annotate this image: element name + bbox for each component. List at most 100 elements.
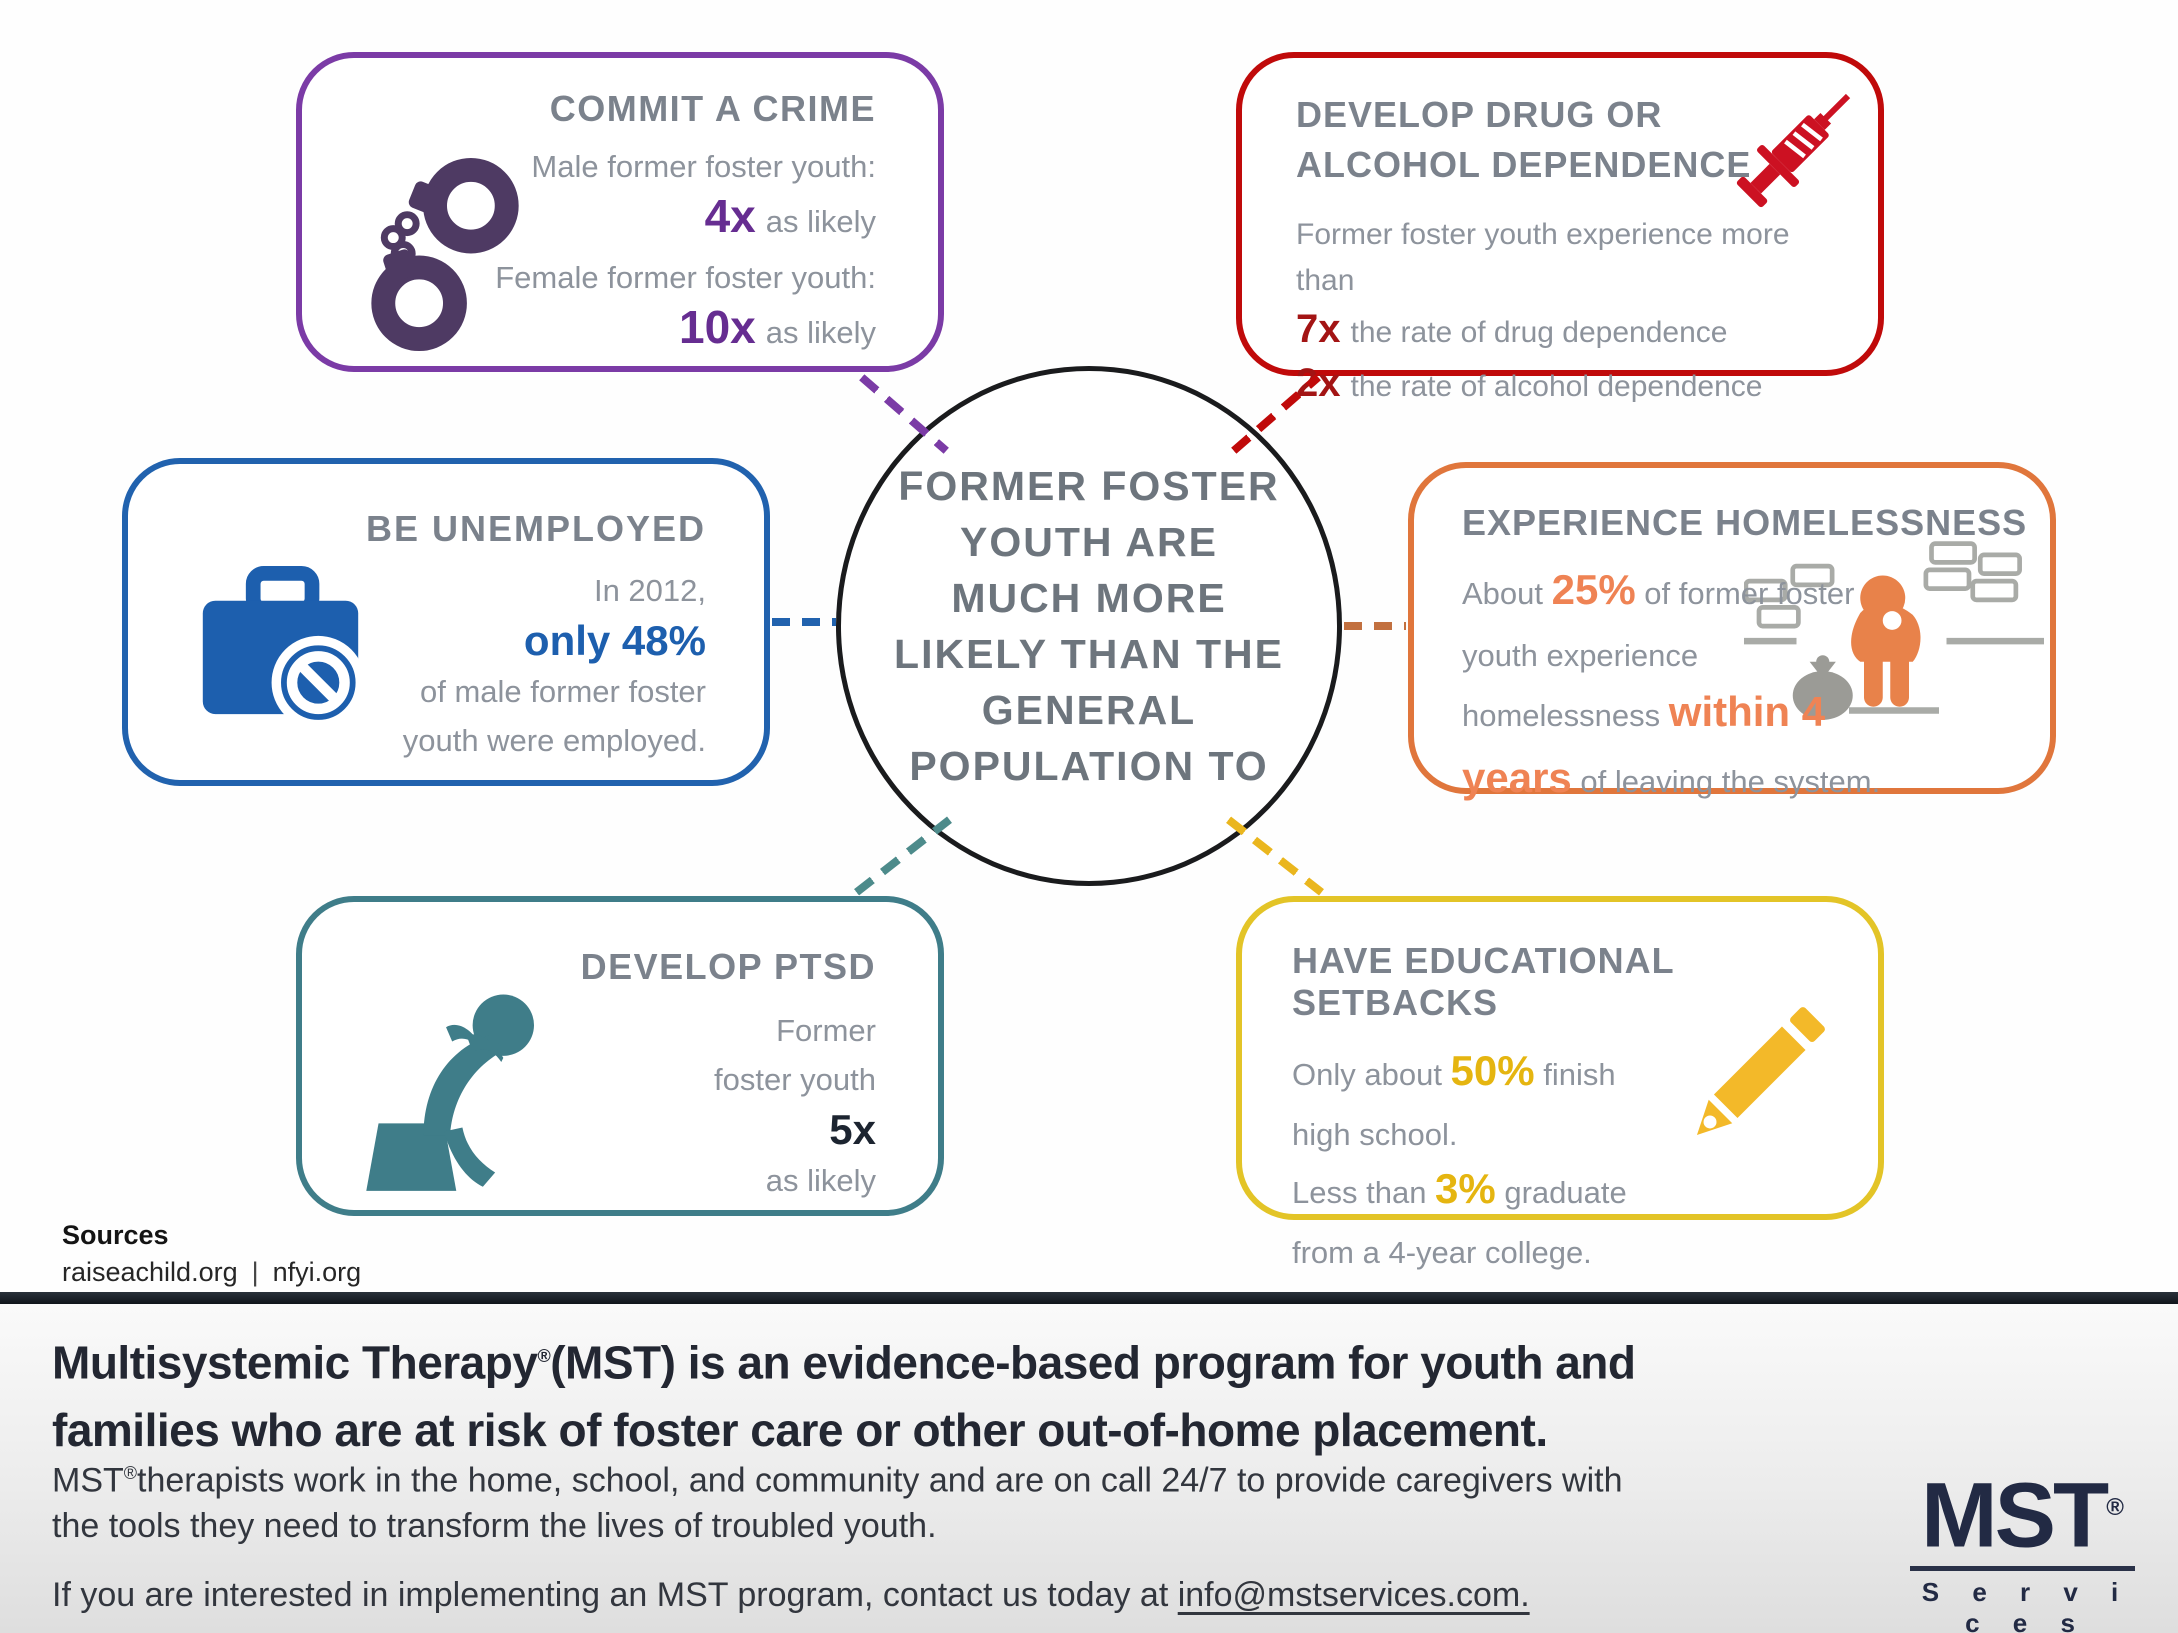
logo-mst-text: MST — [1921, 1464, 2109, 1567]
footer-headline-line2: families who are at risk of foster care … — [52, 1404, 1548, 1457]
drug-stat1: 7x — [1296, 307, 1341, 351]
person-head-in-hands-icon — [366, 994, 534, 1191]
unemployed-stat: only 48% — [523, 617, 706, 664]
education-seg1: Only about — [1292, 1057, 1451, 1092]
homeless-title: EXPERIENCE HOMELESSNESS — [1462, 502, 2028, 543]
drug-stat2-text: the rate of alcohol dependence — [1350, 370, 1763, 403]
drug-intro: Former foster youth experience more than — [1296, 218, 1790, 297]
education-seg3: Less than — [1292, 1175, 1436, 1210]
footer-divider-bar — [0, 1292, 2178, 1304]
center-line-5: GENERAL — [981, 687, 1197, 733]
homeless-seg4: of leaving the system. — [1571, 764, 1881, 799]
education-seg4: graduate — [1495, 1175, 1627, 1210]
drug-stat2: 2x — [1296, 361, 1341, 405]
education-stat-50: 50% — [1450, 1047, 1535, 1094]
center-line-1: FORMER FOSTER — [898, 463, 1280, 509]
connector-drug — [1231, 374, 1321, 454]
homelessness-card: EXPERIENCE HOMELESSNESS About 25% of for… — [1408, 462, 2056, 801]
ptsd-card: DEVELOP PTSD Former foster youth 5x as l… — [296, 896, 944, 1216]
education-stat-3: 3% — [1435, 1165, 1496, 1212]
unemployed-line2: of male former foster — [420, 674, 706, 709]
registered-mark-small: ® — [123, 1463, 138, 1483]
logo-rule — [1910, 1565, 2135, 1571]
crime-stat-female-line: 10x as likely — [406, 302, 876, 364]
footer-headline-line1: Multisystemic Therapy®(MST) is an eviden… — [52, 1322, 1636, 1396]
handcuffs-icon — [371, 157, 519, 352]
connector-unemployed — [772, 618, 836, 626]
ptsd-title: DEVELOP PTSD — [580, 946, 876, 987]
crime-stat-male: 4x — [704, 190, 756, 242]
ptsd-stat: 5x — [829, 1106, 876, 1153]
syringe-icon — [1736, 93, 1851, 208]
center-line-2: YOUTH ARE — [960, 519, 1218, 565]
footer-panel: Multisystemic Therapy®(MST) is an eviden… — [0, 1304, 2178, 1633]
drug-stat1-text: the rate of drug dependence — [1350, 316, 1728, 349]
sources-label: Sources — [62, 1220, 169, 1250]
drug-stat-line2: 2x the rate of alcohol dependence — [1296, 358, 1856, 412]
homeless-seg3: homelessness — [1462, 698, 1669, 733]
footer-body-line1: MST®therapists work in the home, school,… — [52, 1450, 1622, 1503]
body-rest: therapists work in the home, school, and… — [137, 1461, 1623, 1500]
center-statement-ellipse: FORMER FOSTER YOUTH ARE MUCH MORE LIKELY… — [836, 366, 1342, 886]
homeless-line4: years of leaving the system. — [1462, 750, 2062, 816]
connector-education — [1226, 816, 1324, 896]
mst-services-logo: MST® S e r v i c e s — [1905, 1462, 2140, 1633]
ptsd-line1: Former — [776, 1013, 876, 1048]
logo-registered-mark: ® — [2106, 1494, 2124, 1521]
crime-stat-female-suffix: as likely — [765, 315, 876, 350]
logo-services-text: S e r v i c e s — [1921, 1576, 2132, 1633]
education-card: HAVE EDUCATIONAL SETBACKS Only about 50%… — [1236, 896, 1884, 1270]
crime-line-male: Male former foster youth: — [531, 149, 876, 184]
sources-list: raiseachild.org | nfyi.org — [62, 1257, 361, 1288]
crime-stat-male-suffix: as likely — [765, 204, 876, 239]
briefcase-icon — [202, 566, 366, 730]
homeless-line1: About 25% of former foster — [1462, 562, 2062, 628]
education-line2: high school. — [1292, 1117, 1458, 1152]
education-line4: from a 4-year college. — [1292, 1235, 1592, 1270]
drug-title-line1: DEVELOP DRUG OR — [1296, 94, 1663, 135]
homeless-person-icon — [1744, 541, 2044, 720]
drug-stat-line1: 7x the rate of drug dependence — [1296, 304, 1856, 358]
education-seg2: finish — [1534, 1057, 1616, 1092]
ptsd-line2: foster youth — [714, 1062, 876, 1097]
footer-body: MST®therapists work in the home, school,… — [52, 1450, 1622, 1549]
sources-separator: | — [251, 1257, 259, 1287]
crime-stat-female: 10x — [678, 301, 756, 353]
commit-crime-card: COMMIT A CRIME Male former foster youth:… — [296, 52, 944, 372]
source-raiseachild: raiseachild.org — [62, 1257, 238, 1287]
crime-title: COMMIT A CRIME — [549, 88, 876, 129]
email-link[interactable]: info@mstservices.com. — [1177, 1576, 1530, 1614]
unemployed-card: BE UNEMPLOYED In 2012, only 48% of male … — [122, 458, 770, 786]
footer-contact-line: If you are interested in implementing an… — [52, 1576, 1530, 1615]
homeless-seg1: About — [1462, 576, 1552, 611]
unemployed-title: BE UNEMPLOYED — [365, 508, 706, 549]
homeless-stat-within4: within 4 — [1668, 688, 1826, 735]
center-line-4: LIKELY THAN THE — [894, 631, 1284, 677]
ptsd-line3: as likely — [765, 1163, 876, 1198]
homeless-stat-years: years — [1462, 754, 1572, 801]
crime-stat-male-line: 4x as likely — [406, 191, 876, 253]
connector-crime — [859, 374, 949, 454]
center-line-6: POPULATION TO — [909, 743, 1269, 789]
headline-brand: Multisystemic Therapy — [52, 1336, 538, 1389]
education-line1: Only about 50% finish — [1292, 1044, 1852, 1108]
homeless-line2: youth experience — [1462, 638, 1699, 673]
education-line3: Less than 3% graduate — [1292, 1162, 1852, 1226]
headline-rest: (MST) is an evidence-based program for y… — [550, 1336, 1636, 1389]
drug-alcohol-card: DEVELOP DRUG OR ALCOHOL DEPENDENCE Forme… — [1236, 52, 1884, 405]
footer-headline: Multisystemic Therapy®(MST) is an eviden… — [52, 1322, 1636, 1464]
sources-block: Sources raiseachild.org | nfyi.org — [62, 1220, 361, 1288]
unemployed-line3: youth were employed. — [402, 723, 706, 758]
logo-wordmark: MST® — [1905, 1462, 2140, 1562]
unemployed-line1: In 2012, — [593, 573, 706, 608]
pencil-icon — [1696, 1007, 1825, 1136]
registered-mark: ® — [537, 1346, 551, 1366]
homeless-line3: homelessness within 4 — [1462, 684, 2062, 750]
connector-ptsd — [854, 816, 952, 896]
crime-line-female: Female former foster youth: — [495, 260, 876, 295]
homeless-seg2: of former foster — [1635, 576, 1855, 611]
homeless-stat-25: 25% — [1551, 566, 1636, 613]
body-brand: MST — [52, 1461, 124, 1500]
center-line-3: MUCH MORE — [951, 575, 1227, 621]
